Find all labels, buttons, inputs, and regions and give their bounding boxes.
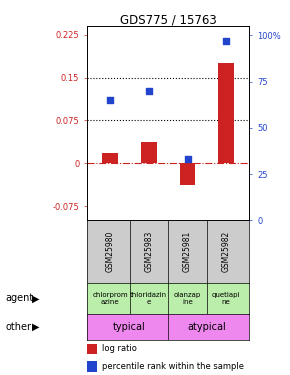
Text: other: other (6, 322, 32, 332)
Text: GSM25983: GSM25983 (144, 231, 153, 272)
Text: GSM25980: GSM25980 (106, 231, 115, 272)
Point (224, 38, 229, 44)
Point (146, 88, 151, 94)
Text: ▶: ▶ (32, 293, 39, 303)
Bar (87, 344, 97, 354)
Bar (87, 361, 97, 372)
Text: GSM25982: GSM25982 (222, 231, 231, 272)
Point (108, 97, 113, 103)
Bar (180, 163, 195, 185)
Text: log ratio: log ratio (102, 345, 137, 354)
Bar (141, 142, 157, 163)
Text: atypical: atypical (188, 322, 226, 332)
Text: thioridazin
e: thioridazin e (130, 292, 167, 305)
Bar (218, 63, 234, 163)
Text: agent: agent (6, 293, 34, 303)
Text: percentile rank within the sample: percentile rank within the sample (102, 362, 244, 371)
Text: quetiapi
ne: quetiapi ne (212, 292, 240, 305)
Text: ▶: ▶ (32, 322, 39, 332)
Title: GDS775 / 15763: GDS775 / 15763 (120, 13, 217, 26)
Bar (102, 153, 118, 163)
Point (185, 156, 190, 162)
Text: GSM25981: GSM25981 (183, 231, 192, 272)
Text: typical: typical (113, 322, 146, 332)
Text: olanzap
ine: olanzap ine (174, 292, 201, 305)
Text: chlorprom
azine: chlorprom azine (93, 292, 128, 305)
